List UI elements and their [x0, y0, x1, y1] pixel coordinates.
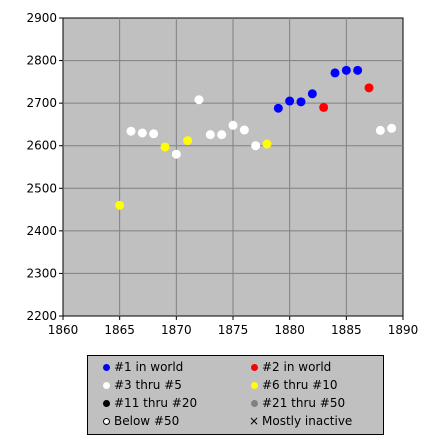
data-points [115, 65, 397, 210]
y-tick-label: 2600 [26, 139, 57, 153]
black-dot-icon [102, 400, 110, 407]
x-tick-label: 1875 [218, 323, 249, 337]
data-point [217, 130, 227, 140]
data-point [262, 139, 272, 149]
data-point [330, 68, 340, 78]
ring-icon [102, 418, 110, 425]
data-point [273, 103, 283, 113]
legend-item-rank-11-20: #11 thru #20 [100, 395, 197, 411]
data-point [160, 142, 170, 152]
data-point [115, 200, 125, 210]
y-tick-label: 2800 [26, 54, 57, 68]
data-point [341, 65, 351, 75]
legend-label: Below #50 [114, 414, 180, 428]
data-point [296, 97, 306, 107]
data-point [239, 125, 249, 135]
legend: #1 in world #2 in world #3 thru #5 #6 th… [87, 355, 384, 435]
data-point [183, 136, 193, 146]
y-tick-label: 2500 [26, 181, 57, 195]
data-point [137, 128, 147, 138]
x-axis-ticks: 1860 1865 1870 1875 1880 1885 1890 [48, 316, 419, 337]
data-point [251, 141, 261, 151]
x-tick-label: 1860 [48, 323, 79, 337]
y-tick-label: 2300 [26, 266, 57, 280]
legend-label: Mostly inactive [262, 414, 353, 428]
legend-label: #11 thru #20 [114, 396, 198, 410]
data-point [387, 123, 397, 133]
y-tick-label: 2200 [26, 309, 57, 323]
x-tick-label: 1885 [331, 323, 362, 337]
grid-lines [63, 18, 403, 316]
data-point [205, 130, 215, 140]
legend-label: #21 thru #50 [262, 396, 346, 410]
legend-item-rank-6-10: #6 thru #10 [248, 377, 338, 393]
data-point [171, 149, 181, 159]
legend-label: #3 thru #5 [114, 378, 182, 392]
white-dot-icon [102, 382, 110, 389]
x-tick-label: 1870 [161, 323, 192, 337]
x-tick-label: 1880 [274, 323, 305, 337]
y-tick-label: 2700 [26, 96, 57, 110]
data-point [149, 129, 159, 139]
x-tick-label: 1865 [104, 323, 135, 337]
y-tick-label: 2400 [26, 224, 57, 238]
legend-item-below-50: Below #50 [100, 413, 179, 429]
y-axis-ticks: 2200 2300 2400 2500 2600 2700 2800 2900 [26, 11, 63, 323]
legend-label: #6 thru #10 [262, 378, 338, 392]
blue-dot-icon [102, 364, 110, 371]
legend-item-inactive: × Mostly inactive [248, 413, 352, 429]
legend-item-rank-21-50: #21 thru #50 [248, 395, 345, 411]
data-point [228, 120, 238, 130]
data-point [285, 96, 295, 106]
data-point [194, 95, 204, 105]
gray-dot-icon [250, 400, 258, 407]
legend-label: #2 in world [262, 360, 332, 374]
data-point [319, 102, 329, 112]
cross-icon: × [248, 414, 260, 428]
data-point [126, 126, 136, 136]
legend-item-rank-1: #1 in world [100, 359, 183, 375]
red-dot-icon [250, 364, 258, 371]
legend-item-rank-3-5: #3 thru #5 [100, 377, 182, 393]
y-tick-label: 2900 [26, 11, 57, 25]
legend-label: #1 in world [114, 360, 184, 374]
data-point [307, 89, 317, 99]
data-point [375, 125, 385, 135]
data-point [353, 65, 363, 75]
x-tick-label: 1890 [388, 323, 419, 337]
legend-item-rank-2: #2 in world [248, 359, 331, 375]
scatter-chart: 1860 1865 1870 1875 1880 1885 1890 2200 2300 240… [26, 11, 419, 337]
data-point [364, 83, 374, 93]
yellow-dot-icon [250, 382, 258, 389]
